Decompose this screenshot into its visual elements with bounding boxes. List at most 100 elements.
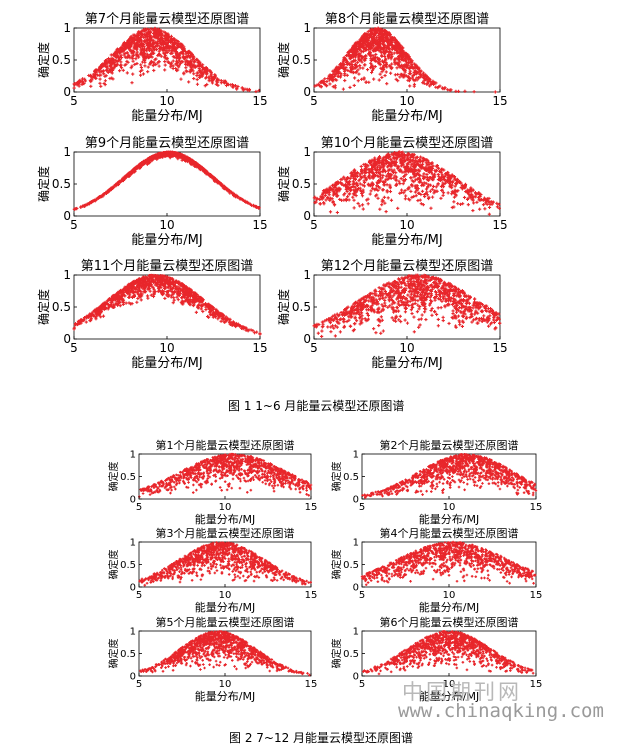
data-point	[456, 202, 459, 205]
data-point	[423, 195, 426, 198]
data-point	[488, 206, 491, 209]
data-point	[163, 60, 166, 63]
x-tick-label: 5	[310, 94, 318, 108]
data-point	[483, 207, 486, 210]
data-point	[152, 69, 155, 72]
x-tick-label: 15	[252, 94, 267, 108]
data-point	[475, 201, 478, 204]
data-point	[318, 202, 321, 205]
data-point	[89, 85, 92, 88]
y-axis-label: 确定度	[276, 166, 291, 202]
data-point	[432, 185, 435, 188]
data-point	[439, 197, 442, 200]
y-axis-label: 确定度	[36, 166, 51, 202]
data-point	[352, 199, 355, 202]
data-point	[131, 60, 134, 63]
data-point	[118, 69, 121, 72]
data-point	[353, 84, 356, 87]
data-point	[434, 86, 437, 89]
data-point	[130, 81, 133, 84]
x-axis-label: 能量分布/MJ	[131, 233, 202, 248]
chart-title: 第10个月能量云模型还原图谱	[321, 136, 494, 151]
data-point	[488, 213, 491, 216]
data-point	[389, 190, 392, 193]
data-point	[380, 76, 383, 79]
data-point	[196, 83, 199, 86]
data-point	[385, 70, 388, 73]
data-point	[102, 315, 105, 318]
data-point	[362, 207, 365, 210]
data-point	[478, 208, 481, 211]
y-tick-label: 0	[63, 209, 71, 223]
data-point	[163, 68, 166, 71]
data-point	[447, 191, 450, 194]
data-point	[389, 72, 392, 75]
data-point	[363, 63, 366, 66]
data-point	[329, 210, 332, 213]
data-point	[404, 197, 407, 200]
data-point	[421, 190, 424, 193]
x-tick-label: 10	[159, 94, 174, 108]
data-point	[99, 85, 102, 88]
data-point	[208, 79, 211, 82]
data-point	[390, 199, 393, 202]
data-point	[452, 200, 455, 203]
y-axis-label: 确定度	[36, 42, 51, 78]
data-point	[135, 301, 138, 304]
data-point	[254, 90, 257, 93]
data-point	[372, 77, 375, 80]
y-tick-label: 0.5	[52, 177, 71, 191]
y-axis-label: 确定度	[276, 42, 291, 78]
data-point	[98, 82, 101, 85]
data-point	[323, 77, 326, 80]
data-point	[379, 73, 382, 76]
data-point	[164, 63, 167, 66]
data-point	[147, 65, 150, 68]
x-tick-label: 15	[492, 218, 507, 232]
data-point	[124, 302, 127, 305]
data-point	[376, 197, 379, 200]
data-point	[351, 196, 354, 199]
data-point	[81, 77, 84, 80]
data-point	[356, 61, 359, 64]
chart-title: 第9个月能量云模型还原图谱	[85, 136, 249, 151]
data-point	[378, 78, 381, 81]
scatter-points	[313, 150, 501, 215]
x-axis-label: 能量分布/MJ	[371, 109, 442, 124]
data-point	[179, 78, 182, 81]
data-point	[454, 90, 457, 93]
x-tick-label: 15	[252, 218, 267, 232]
x-tick-label: 10	[399, 94, 414, 108]
x-tick-label: 5	[70, 218, 78, 232]
data-point	[187, 80, 190, 83]
data-point	[400, 188, 403, 191]
data-point	[357, 79, 360, 82]
data-point	[369, 192, 372, 195]
x-tick-label: 5	[310, 218, 318, 232]
data-point	[196, 78, 199, 81]
x-tick-label: 10	[399, 218, 414, 232]
data-point	[359, 66, 362, 69]
data-point	[122, 69, 125, 72]
data-point	[158, 65, 161, 68]
data-point	[353, 76, 356, 79]
data-point	[409, 190, 412, 193]
data-point	[360, 165, 363, 168]
data-point	[467, 203, 470, 206]
scatter-points	[72, 27, 260, 93]
scatter-points	[73, 150, 261, 210]
data-point	[184, 66, 187, 69]
data-point	[131, 73, 134, 76]
data-point	[463, 196, 466, 199]
data-point	[140, 298, 143, 301]
x-tick-label: 15	[492, 94, 507, 108]
y-tick-label: 0.5	[292, 53, 311, 67]
data-point	[126, 71, 129, 74]
data-point	[385, 82, 388, 85]
data-point	[473, 90, 476, 93]
data-point	[383, 196, 386, 199]
